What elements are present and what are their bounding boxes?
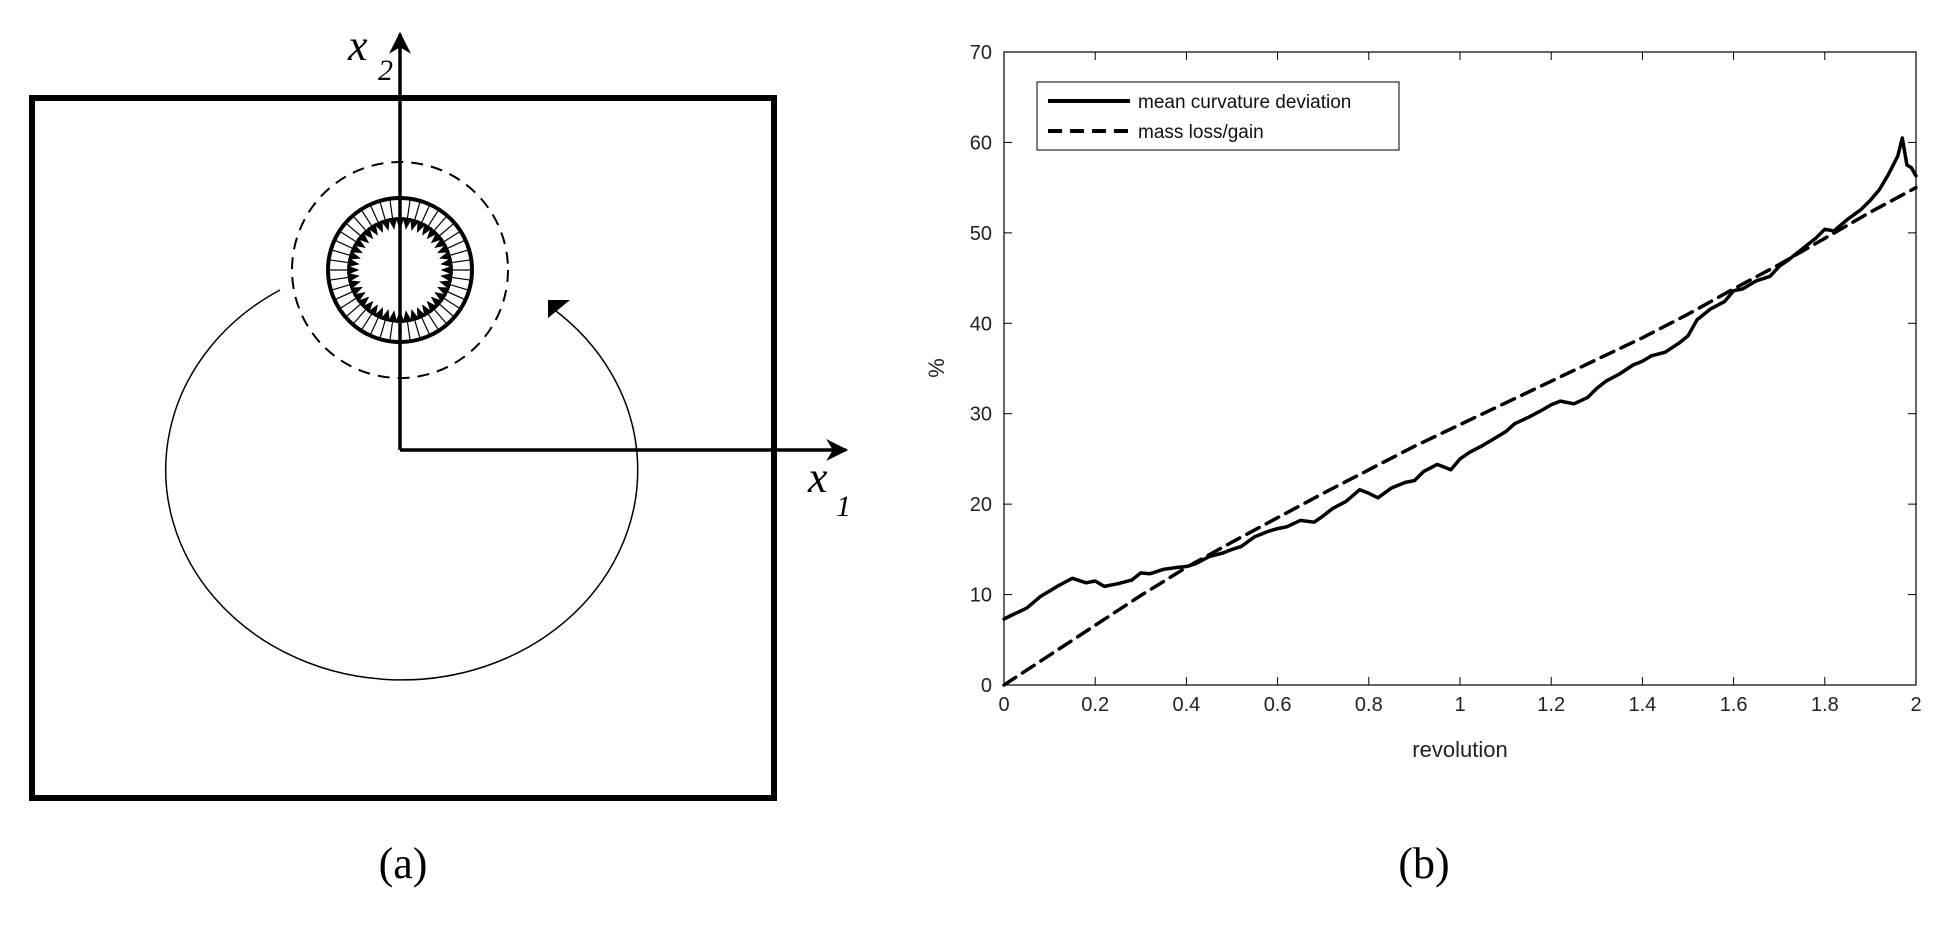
disk-velocity-arrow [361, 304, 378, 330]
y-tick-label: 20 [970, 494, 992, 516]
legend-label-2: mass loss/gain [1138, 122, 1264, 143]
disk-velocity-arrow [416, 206, 430, 233]
disk-velocity-arrow [426, 216, 447, 240]
series-line-mean-curvature-deviation [1002, 136, 1918, 621]
x2-label: x [347, 21, 368, 70]
disk-velocity-arrow [370, 307, 384, 334]
rotation-path [164, 289, 639, 681]
x1-label: x [807, 453, 828, 502]
disk-velocity-arrow [332, 280, 361, 291]
x-axis-label: revolution [1412, 737, 1507, 762]
disk-velocity-arrow [387, 200, 398, 230]
x-tick-label: 1.8 [1811, 694, 1839, 716]
y-tick-label: 30 [970, 404, 992, 426]
disk-velocity-arrow [439, 249, 468, 260]
x-tick-label: 0.8 [1355, 694, 1383, 716]
disk-velocity-arrow [402, 310, 413, 340]
y-tick-label: 10 [970, 585, 992, 607]
disk-velocity-arrow [410, 309, 421, 338]
caption-b: (b) [1398, 839, 1449, 888]
disk-velocity-arrow [437, 286, 464, 300]
x-tick-label: 1.6 [1720, 694, 1748, 716]
y-tick-label: 50 [970, 223, 992, 245]
y-tick-label: 40 [970, 313, 992, 335]
series-line-mass-loss-gain [1002, 185, 1918, 687]
x-tick-label: 0.2 [1081, 694, 1109, 716]
disk-velocity-arrow [430, 223, 454, 244]
x-tick-label: 0.6 [1264, 694, 1292, 716]
series-group [1002, 136, 1918, 687]
y-tick-label: 70 [970, 42, 992, 64]
x-tick-label: 2 [1910, 694, 1921, 716]
disk-velocity-arrow [440, 272, 470, 283]
legend-box [1036, 81, 1400, 151]
x-tick-label: 1.2 [1537, 694, 1565, 716]
disk-velocity-arrow [387, 310, 398, 340]
legend-label-1: mean curvature deviation [1138, 92, 1351, 113]
disk-velocity-arrow [402, 200, 413, 230]
x1-subscript: 1 [836, 490, 851, 523]
panel-b: 0 0.2 0.4 0.6 0.8 1 1.2 1.4 1.6 1.8 20102030405060… [924, 42, 1922, 888]
disk-velocity-arrow [439, 280, 468, 291]
x-tick-label: 0 [998, 694, 1009, 716]
disk-hatch [330, 200, 470, 340]
disk-velocity-arrow [379, 202, 390, 231]
x-tick-label: 0.4 [1172, 694, 1200, 716]
axis-tick-labels: 0 0.2 0.4 0.6 0.8 1 1.2 1.4 1.6 1.8 20102030405060… [970, 42, 1922, 716]
disk-velocity-arrow [332, 249, 361, 260]
caption-a: (a) [379, 839, 428, 888]
x-tick-label: 1.4 [1628, 694, 1656, 716]
disk-velocity-arrow [340, 231, 366, 248]
disk-velocity-arrow [430, 296, 454, 317]
disk-velocity-arrow [426, 300, 447, 324]
legend: mean curvature deviation mass loss/gain [1036, 81, 1400, 151]
disk-velocity-arrow [434, 292, 460, 309]
disk-velocity-arrow [336, 240, 363, 254]
x2-subscript: 2 [378, 54, 393, 87]
domain-box [29, 95, 777, 801]
y-axis-label: % [924, 358, 949, 378]
disk-velocity-arrow [440, 257, 470, 268]
disk-velocity-arrow [353, 216, 374, 240]
x-tick-label: 1 [1454, 694, 1465, 716]
disk-velocity-arrow [410, 202, 421, 231]
disk-velocity-arrow [330, 257, 360, 268]
rotation-arrowhead-icon [548, 300, 570, 318]
disk-velocity-arrow [353, 300, 374, 324]
axis-ticks [1003, 51, 1917, 686]
disk-velocity-arrow [346, 223, 370, 244]
disk-velocity-arrow [330, 272, 360, 283]
disk-velocity-arrow [422, 210, 439, 236]
y-tick-label: 60 [970, 132, 992, 154]
disk-velocity-arrow [379, 309, 390, 338]
disk-velocity-arrow [346, 296, 370, 317]
panel-a: x 2 x 1 (a) [29, 21, 851, 888]
y-tick-label: 0 [981, 675, 992, 697]
